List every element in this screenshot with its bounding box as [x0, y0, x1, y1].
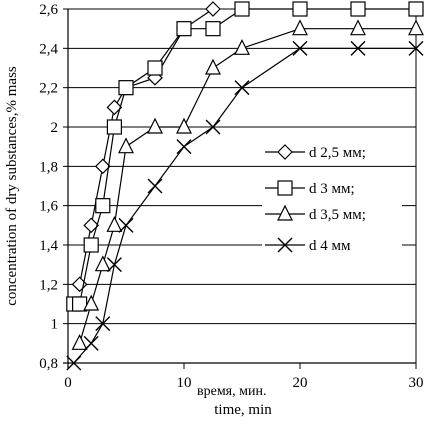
- y-tick-label: 2,4: [39, 41, 58, 57]
- x-tick-label: 30: [409, 375, 424, 391]
- data-point-triangle: [71, 333, 88, 350]
- data-point-square: [147, 60, 163, 76]
- data-point-triangle: [118, 137, 134, 154]
- data-point-x: [83, 335, 99, 351]
- data-point-triangle: [292, 19, 308, 36]
- data-point-triangle: [83, 294, 100, 311]
- data-point-diamond: [94, 158, 111, 175]
- data-point-square: [106, 119, 123, 135]
- data-point-square: [118, 80, 134, 96]
- data-point-x: [205, 119, 221, 135]
- legend-entry-background: [262, 140, 402, 162]
- legend-marker-diamond: [277, 144, 293, 160]
- data-point-x: [66, 355, 82, 371]
- legend-entry-2: d 3 мм;: [262, 176, 402, 198]
- data-point-square: [350, 1, 366, 17]
- data-point-triangle: [147, 117, 163, 134]
- y-tick-label: 1,6: [39, 199, 58, 215]
- x-axis-title: time, min: [214, 402, 272, 418]
- x-tick-label: 10: [177, 375, 192, 391]
- legend-label: d 3,5 мм;: [309, 207, 366, 223]
- data-point-x: [408, 40, 424, 56]
- data-point-triangle: [94, 255, 111, 272]
- series-2: [66, 1, 424, 312]
- data-point-x: [118, 217, 134, 233]
- y-tick-label: 1: [51, 317, 59, 333]
- data-point-x: [292, 40, 308, 56]
- x-axis-title-alt: время, мин.: [197, 384, 266, 399]
- y-tick-label: 0,8: [39, 356, 58, 372]
- data-point-x: [234, 80, 250, 96]
- tick-labels: 0,8 1 1,2 1,4 1,6 1,8 2 2,2 2,4 2,6 0 10 20 30: [39, 2, 423, 391]
- data-point-square: [292, 1, 308, 17]
- series-line: [73, 47, 416, 364]
- data-point-x: [106, 257, 122, 273]
- data-point-triangle: [176, 117, 192, 134]
- data-series: [66, 1, 424, 371]
- y-tick-label: 2,6: [39, 2, 58, 18]
- y-tick-label: 1,8: [39, 159, 58, 175]
- series-3: [71, 19, 424, 350]
- series-4: [66, 40, 424, 371]
- legend: d 2,5 мм; d 3 мм; d 3,5 мм; d 4 мм: [262, 140, 402, 255]
- data-point-diamond: [106, 99, 123, 116]
- data-point-square: [408, 1, 424, 17]
- legend-marker-x: [277, 237, 293, 253]
- legend-marker-square: [277, 180, 293, 196]
- series-line: [79, 8, 214, 285]
- data-point-x: [147, 178, 163, 194]
- legend-entry-background: [262, 233, 402, 255]
- data-point-square: [176, 21, 192, 37]
- legend-entry-1: d 2,5 мм;: [262, 140, 402, 162]
- data-point-triangle: [408, 19, 424, 36]
- data-point-x: [350, 40, 366, 56]
- y-tick-label: 2,2: [39, 81, 58, 97]
- data-point-diamond: [83, 217, 100, 234]
- data-point-triangle: [350, 19, 366, 36]
- data-point-square: [205, 21, 221, 37]
- x-tick-label: 20: [293, 375, 308, 391]
- data-point-x: [176, 139, 192, 155]
- data-point-triangle: [234, 38, 250, 55]
- data-point-diamond: [205, 1, 221, 17]
- x-tick-label: 0: [64, 375, 72, 391]
- data-point-x: [95, 316, 111, 332]
- y-tick-label: 2: [51, 120, 59, 136]
- legend-label: d 3 мм;: [309, 181, 355, 197]
- data-point-square: [95, 198, 111, 214]
- legend-entry-4: d 4 мм: [262, 233, 402, 255]
- legend-label: d 4 мм: [309, 238, 351, 254]
- y-tick-label: 1,4: [39, 238, 58, 254]
- data-point-triangle: [205, 58, 221, 75]
- data-point-triangle: [106, 215, 123, 232]
- legend-entry-3: d 3,5 мм;: [262, 202, 402, 224]
- legend-label: d 2,5 мм;: [309, 145, 366, 161]
- legend-entry-background: [262, 176, 402, 198]
- y-tick-label: 1,2: [39, 277, 58, 293]
- data-point-square: [234, 1, 250, 17]
- legend-entry-background: [262, 202, 402, 224]
- data-point-square: [83, 237, 99, 253]
- y-axis-title: concentration of dry substances,% mass: [4, 66, 20, 306]
- legend-marker-triangle: [277, 204, 293, 221]
